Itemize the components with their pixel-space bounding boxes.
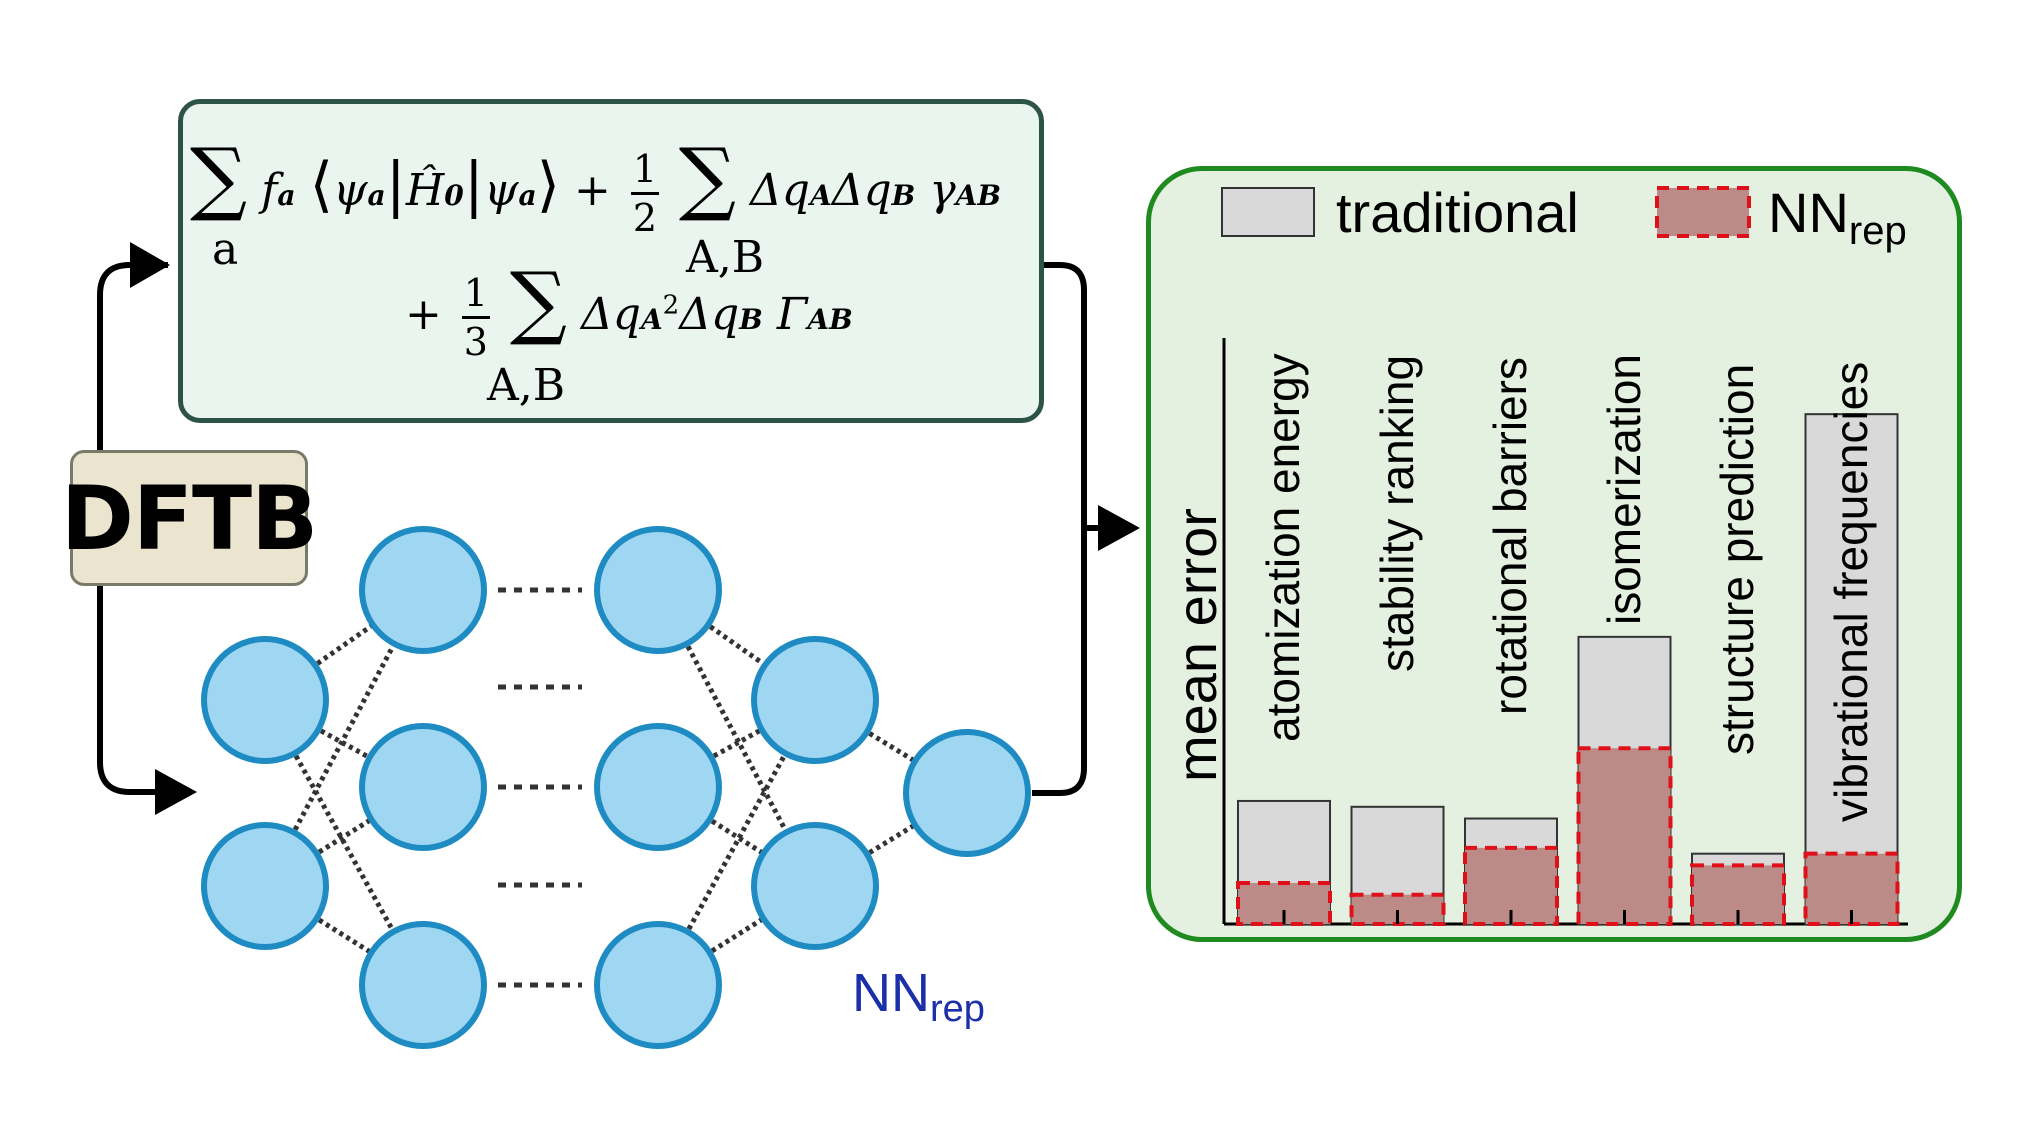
arrowhead-network	[155, 769, 197, 815]
frac2-den: 3	[463, 320, 488, 364]
legend-nn-sub: rep	[1848, 209, 1907, 253]
nn-node	[201, 822, 329, 950]
gamma-sub: AB	[955, 179, 1002, 212]
sum-symbol-a: ∑	[190, 131, 248, 224]
category-label: structure prediction	[1711, 363, 1763, 755]
sum-index-AB-2: A,B	[487, 360, 566, 411]
nn-node	[594, 921, 722, 1049]
category-label: stability ranking	[1370, 354, 1423, 672]
arrow-to-equation	[97, 262, 168, 450]
frac2-bar	[461, 316, 490, 319]
nn-edge	[813, 697, 969, 796]
nn-label-main: NN	[852, 963, 930, 1023]
nn-node	[201, 636, 329, 764]
category-label: rotational barriers	[1484, 357, 1536, 715]
bar-nnrep	[1803, 851, 1900, 926]
sub-B-2: B	[739, 303, 763, 336]
nn-edge	[262, 698, 426, 987]
frac2-num: 1	[463, 271, 488, 315]
dftb-label: DFTB	[61, 450, 318, 586]
frac1-bar	[630, 192, 659, 195]
legend-nnrep-text: NNrep	[1768, 180, 1907, 254]
sum-index-a: a	[212, 224, 239, 275]
sub-A: A	[809, 179, 832, 212]
sub-A-sq: A	[640, 303, 663, 336]
gamma-symbol: γ	[929, 165, 956, 216]
legend-traditional-swatch	[1221, 187, 1315, 237]
delta-qA-sq: Δq	[580, 289, 641, 340]
legend-nnrep-swatch	[1655, 186, 1751, 238]
delta-qB: Δq	[831, 165, 892, 216]
bra-psi: ψ	[332, 165, 368, 216]
frac1-den: 2	[632, 196, 657, 240]
nn-edge	[263, 697, 425, 790]
bar-2: |	[463, 150, 484, 220]
nn-node	[359, 723, 487, 851]
neural-network	[201, 526, 1031, 1049]
arrowhead-equation	[130, 242, 170, 288]
nn-edge	[655, 698, 818, 987]
nn-edge	[656, 697, 817, 790]
category-label: atomization energy	[1257, 353, 1309, 742]
Gamma-symbol: Γ	[776, 289, 808, 340]
plus-2: +	[405, 289, 442, 340]
nn-node	[751, 636, 879, 764]
nn-label-sub: rep	[930, 988, 985, 1030]
delta-qB-2: Δq	[679, 289, 740, 340]
bar-1: |	[385, 150, 406, 220]
bar-traditional	[1804, 413, 1899, 925]
ket-psi: ψ	[483, 165, 519, 216]
arrow-to-network	[97, 586, 185, 795]
nn-edge	[813, 790, 969, 889]
hamiltonian-sub: 0	[444, 179, 464, 212]
bra-bracket: ⟨	[309, 150, 333, 220]
sum-symbol-AB-2: ∑	[509, 255, 567, 348]
legend-nn-main: NN	[1768, 181, 1849, 244]
arrowhead-chart	[1098, 505, 1140, 551]
occupation-f: f	[261, 165, 278, 216]
legend-traditional-text: traditional	[1336, 181, 1579, 244]
sub-a2: a	[367, 179, 386, 212]
square-exp: 2	[662, 290, 680, 321]
nn-rep-label: NNrep	[852, 962, 985, 1031]
bar-nnrep	[1576, 746, 1673, 927]
network-output-line	[1032, 500, 1087, 796]
nn-node	[903, 729, 1031, 857]
Gamma-sub: AB	[807, 303, 853, 336]
frac1-num: 1	[632, 147, 657, 191]
hamiltonian-op: Ĥ	[405, 165, 445, 216]
delta-qA: Δq	[750, 165, 810, 216]
sub-a3: a	[518, 179, 537, 212]
nn-node	[751, 822, 879, 950]
sum-index-AB-1: A,B	[686, 232, 765, 283]
nn-node	[594, 723, 722, 851]
bars-group	[1236, 413, 1900, 927]
ket-bracket: ⟩	[536, 150, 561, 220]
sub-a1: a	[277, 179, 296, 212]
sub-B: B	[891, 179, 916, 212]
flow-arrows	[97, 262, 1118, 796]
hamiltonian-equation-box	[178, 99, 1044, 423]
arrowheads	[130, 242, 1140, 815]
y-axis-label: mean error	[1165, 508, 1228, 782]
nn-node	[359, 526, 487, 654]
category-label: isomerization	[1597, 354, 1650, 625]
equation-output-line	[1044, 262, 1087, 500]
nn-node	[359, 921, 487, 1049]
nn-node	[594, 526, 722, 654]
category-label: vibrational frequencies	[1824, 361, 1877, 822]
sum-symbol-AB-1: ∑	[678, 131, 737, 224]
plus-1: +	[574, 165, 625, 216]
